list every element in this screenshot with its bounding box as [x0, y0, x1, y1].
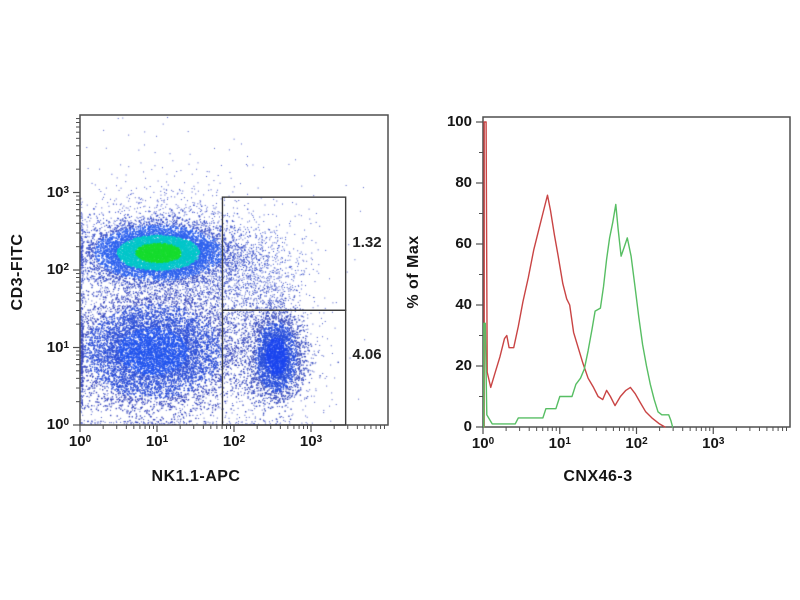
x-tick-label: 103 — [702, 435, 725, 452]
x-tick-label: 101 — [145, 433, 169, 450]
y-tick-label: 80 — [455, 174, 472, 191]
x-tick-label: 100 — [471, 435, 495, 452]
y-tick-label: 40 — [455, 296, 472, 313]
x-tick-label: 102 — [625, 435, 648, 452]
histogram-curve-green — [483, 203, 674, 428]
gate-lower-rect — [221, 309, 347, 426]
x-tick-label: 102 — [222, 433, 246, 450]
y-tick-label: 100 — [46, 416, 69, 433]
x-tick-label: 101 — [548, 435, 571, 452]
x-tick-label: 100 — [68, 433, 92, 450]
y-tick-label: 103 — [46, 183, 69, 201]
y-tick-label: 101 — [46, 338, 69, 356]
gate-upper-rect — [221, 196, 347, 311]
dot-plot-frame — [79, 114, 389, 426]
y-tick-label: 0 — [463, 418, 472, 435]
histogram-curve-red — [483, 121, 666, 428]
y-tick-label: 20 — [455, 357, 472, 374]
y-tick-label: 60 — [455, 235, 472, 252]
y-tick-label: 100 — [446, 113, 472, 130]
y-tick-label: 102 — [46, 261, 69, 278]
x-tick-label: 103 — [299, 433, 323, 450]
